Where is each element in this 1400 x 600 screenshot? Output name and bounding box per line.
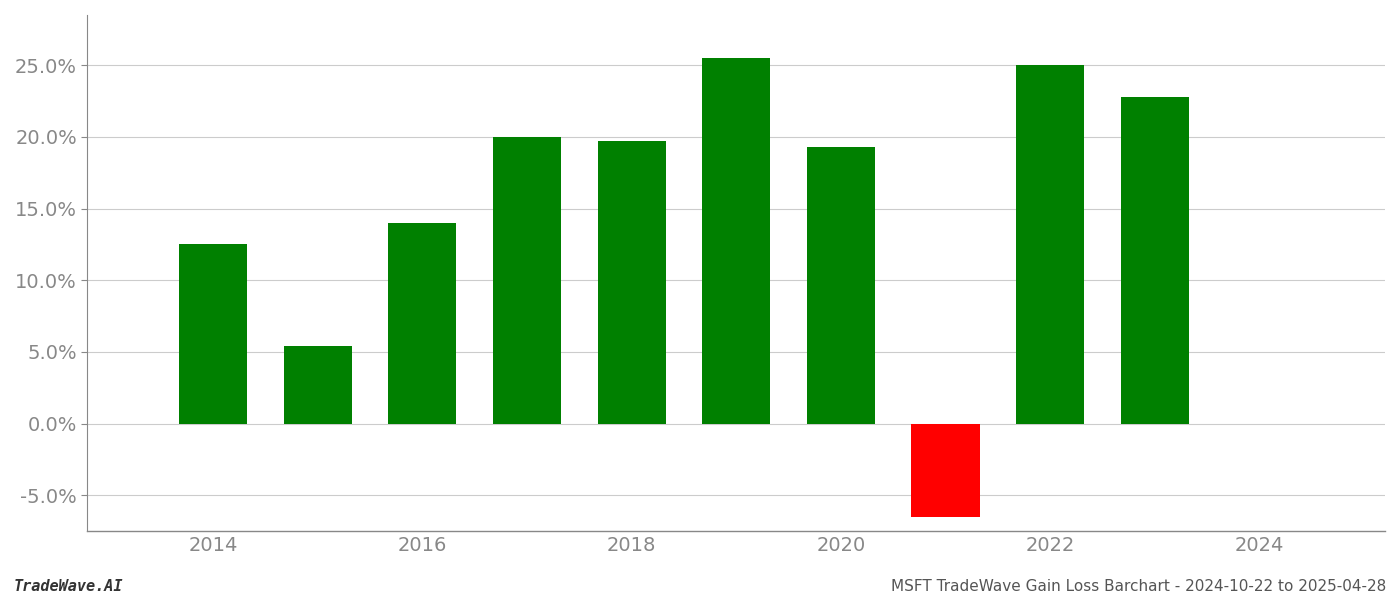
Bar (388, 223, 456, 424)
Text: TradeWave.AI: TradeWave.AI (14, 579, 123, 594)
Bar (911, 424, 980, 517)
Bar (284, 346, 351, 424)
Bar (1121, 97, 1189, 424)
Bar (598, 141, 665, 424)
Bar (1016, 65, 1084, 424)
Bar (806, 147, 875, 424)
Bar (179, 244, 246, 424)
Bar (493, 137, 561, 424)
Text: MSFT TradeWave Gain Loss Barchart - 2024-10-22 to 2025-04-28: MSFT TradeWave Gain Loss Barchart - 2024… (890, 579, 1386, 594)
Bar (703, 58, 770, 424)
